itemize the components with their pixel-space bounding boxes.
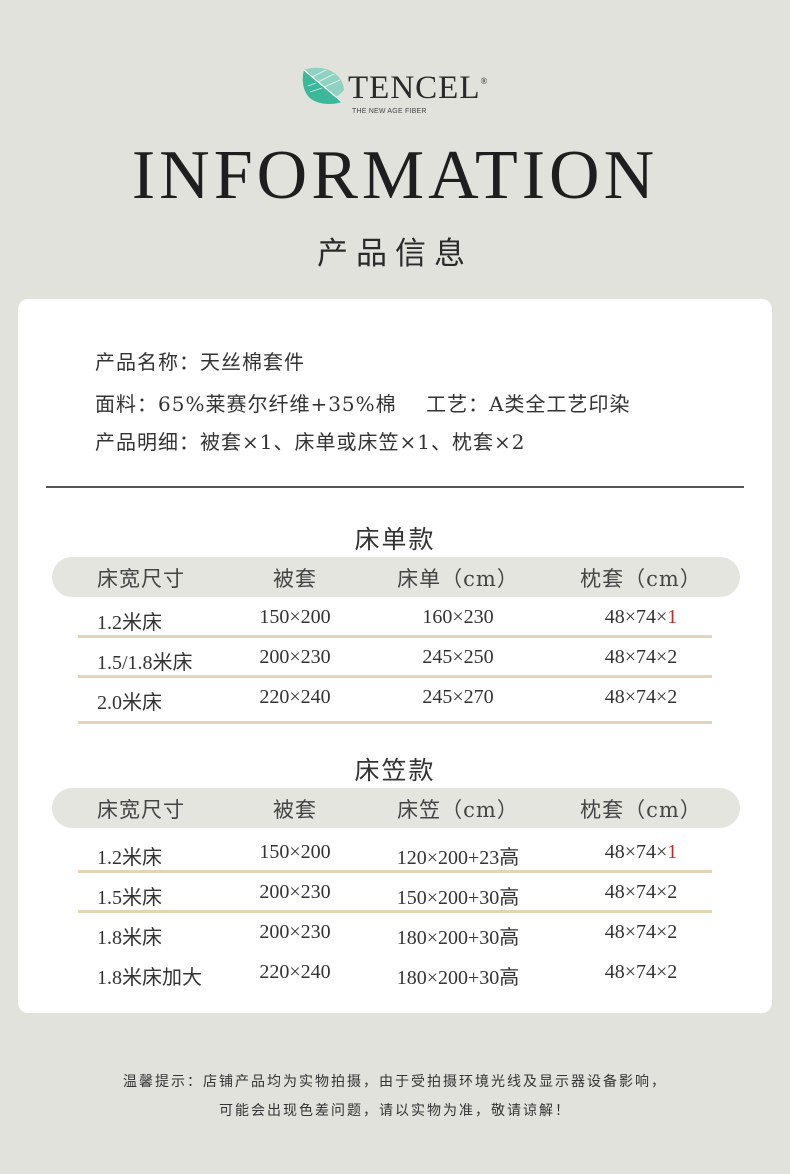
page-subtitle: 产品信息 [317,236,473,272]
table-cell: 150×200 [259,606,331,628]
pillowcase-count: 1 [667,606,678,628]
pillowcase-count: 2 [667,686,678,708]
pillowcase-size: 48×74× [604,606,668,628]
table-cell: 1.8米床 [97,927,162,949]
pillowcase-size: 48×74× [604,881,668,903]
pillowcase-size: 48×74× [604,686,668,708]
brand-name: TENCEL [348,70,481,106]
row-divider [78,721,712,724]
table-cell: 2.0米床 [97,692,162,714]
section-divider [46,486,744,488]
table-cell: 220×240 [259,961,331,983]
row-divider [78,910,712,913]
tencel-leaf-logo-icon [302,67,344,104]
table-header-cell: 枕套（cm） [580,567,702,591]
pillowcase-count: 2 [667,646,678,668]
table-header-row [52,788,740,828]
row-divider [78,675,712,678]
table-cell: 48×74×1 [605,606,678,629]
info-card [18,299,772,1013]
row-divider [78,635,712,638]
pillowcase-count: 2 [667,881,678,903]
table-cell: 1.2米床 [97,612,162,634]
brand-tagline: THE NEW AGE FIBER [352,108,427,115]
table-cell: 245×270 [422,686,494,708]
table-cell: 48×74×2 [605,881,678,904]
table-cell: 160×230 [422,606,494,628]
product-details: 产品明细：被套×1、床单或床笠×1、枕套×2 [95,430,526,454]
table-cell: 200×230 [259,881,331,903]
table-cell: 48×74×2 [605,646,678,669]
pillowcase-size: 48×74× [604,646,668,668]
row-divider [78,870,712,873]
table-cell: 180×200+30高 [396,927,520,949]
table-cell: 1.5米床 [97,887,162,909]
table-cell: 48×74×2 [605,921,678,944]
table-cell: 200×230 [259,921,331,943]
table-header-cell: 枕套（cm） [580,798,702,822]
table-header-cell: 床宽尺寸 [97,798,185,822]
table-header-cell: 床宽尺寸 [97,567,185,591]
table-cell: 245×250 [422,646,494,668]
pillowcase-count: 2 [667,961,678,983]
product-name: 产品名称：天丝棉套件 [95,350,305,374]
brand-logo: TENCEL® [348,70,488,107]
table-cell: 150×200+30高 [396,887,520,909]
table-cell: 48×74×2 [605,961,678,984]
table-title: 床单款 [354,525,436,554]
table-cell: 180×200+30高 [396,967,520,989]
registered-mark: ® [480,76,489,86]
notice: 温馨提示：店铺产品均为实物拍摄，由于受拍摄环境光线及显示器设备影响， 可能会出现… [0,1068,790,1126]
table-cell: 150×200 [259,841,331,863]
table-header-cell: 床笠（cm） [397,798,519,822]
table-header-cell: 被套 [273,567,317,591]
table-header-cell: 床单（cm） [397,567,519,591]
notice-line-2: 可能会出现色差问题，请以实物为准，敬请谅解！ [219,1103,571,1119]
table-cell: 48×74×2 [605,686,678,709]
table-cell: 1.5/1.8米床 [97,652,193,674]
page-title: INFORMATION [131,137,659,214]
pillowcase-size: 48×74× [604,841,668,863]
table-header-row [52,557,740,597]
notice-line-1: 温馨提示：店铺产品均为实物拍摄，由于受拍摄环境光线及显示器设备影响， [123,1074,667,1090]
table-cell: 120×200+23高 [396,847,520,869]
table-cell: 48×74×1 [605,841,678,864]
product-fabric: 面料：65%莱赛尔纤维+35%棉 工艺：A类全工艺印染 [95,392,631,416]
pillowcase-size: 48×74× [604,961,668,983]
table-header-cell: 被套 [273,798,317,822]
pillowcase-count: 1 [667,841,678,863]
pillowcase-size: 48×74× [604,921,668,943]
table-title: 床笠款 [354,756,436,785]
table-cell: 200×230 [259,646,331,668]
table-cell: 1.2米床 [97,847,162,869]
pillowcase-count: 2 [667,921,678,943]
table-cell: 1.8米床加大 [97,967,202,989]
table-cell: 220×240 [259,686,331,708]
